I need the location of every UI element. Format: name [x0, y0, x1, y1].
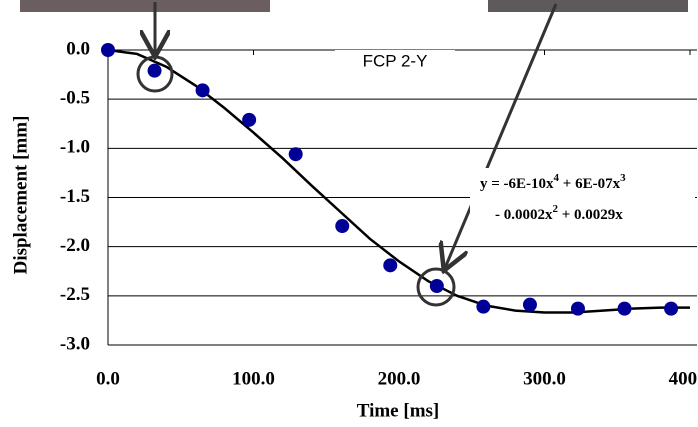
equation-part: + 6E-07x	[559, 176, 621, 192]
data-point	[664, 301, 679, 316]
x-tick-label: 400.0	[669, 368, 698, 389]
x-tick-label: 0.0	[96, 368, 120, 389]
equation-exponent: 2	[553, 203, 559, 215]
y-tick-label: -0.5	[60, 88, 90, 109]
data-point	[570, 301, 585, 316]
equation-exponent: 4	[554, 172, 560, 184]
highlight-circle	[416, 267, 456, 307]
x-tick-label: 300.0	[523, 368, 566, 389]
data-point	[195, 83, 210, 98]
data-point	[242, 112, 257, 127]
label-bg	[335, 50, 455, 74]
equation-part: - 0.0002x	[495, 207, 553, 223]
x-tick-label: 100.0	[232, 368, 275, 389]
equation-exponent: 3	[620, 172, 626, 184]
y-tick-label: 0.0	[66, 38, 90, 59]
y-tick-label: -2.0	[60, 235, 90, 256]
equation: - 0.0002x2 + 0.0029x	[495, 203, 623, 224]
y-axis-label: Displacement [mm]	[10, 116, 31, 275]
data-point	[429, 279, 444, 293]
data-point	[476, 299, 491, 314]
data-point	[288, 147, 303, 162]
equation: y = -6E-10x4 + 6E-07x3	[480, 172, 626, 193]
y-tick-label: -3.0	[60, 333, 90, 354]
data-point	[101, 43, 115, 57]
data-point	[147, 63, 162, 78]
equation-part: y = -6E-10x	[480, 176, 554, 192]
equation-part: + 0.0029x	[558, 207, 623, 223]
arrow	[445, 3, 558, 268]
y-tick-label: -1.0	[60, 137, 90, 158]
x-tick-label: 200.0	[378, 368, 421, 389]
series-label: FCP 2-Y	[363, 51, 428, 70]
photo-strip	[20, 0, 270, 12]
y-tick-label: -2.5	[60, 284, 90, 305]
data-point	[617, 301, 632, 316]
equation-bg	[470, 168, 695, 228]
data-point	[383, 258, 398, 273]
y-tick-label: -1.5	[60, 186, 90, 207]
data-point	[335, 219, 350, 234]
x-axis-label: Time [ms]	[357, 400, 440, 421]
data-point	[522, 297, 537, 312]
photo-strip	[488, 0, 688, 12]
